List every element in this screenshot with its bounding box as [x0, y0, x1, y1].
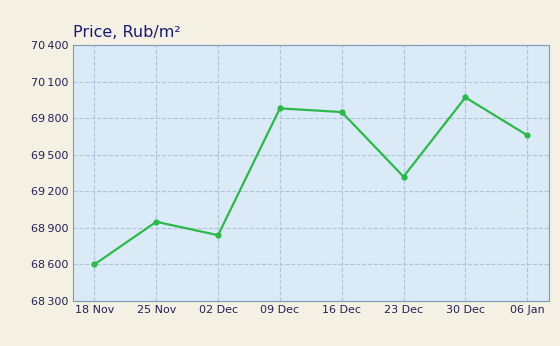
Text: Price, Rub/m²: Price, Rub/m²	[73, 25, 180, 40]
